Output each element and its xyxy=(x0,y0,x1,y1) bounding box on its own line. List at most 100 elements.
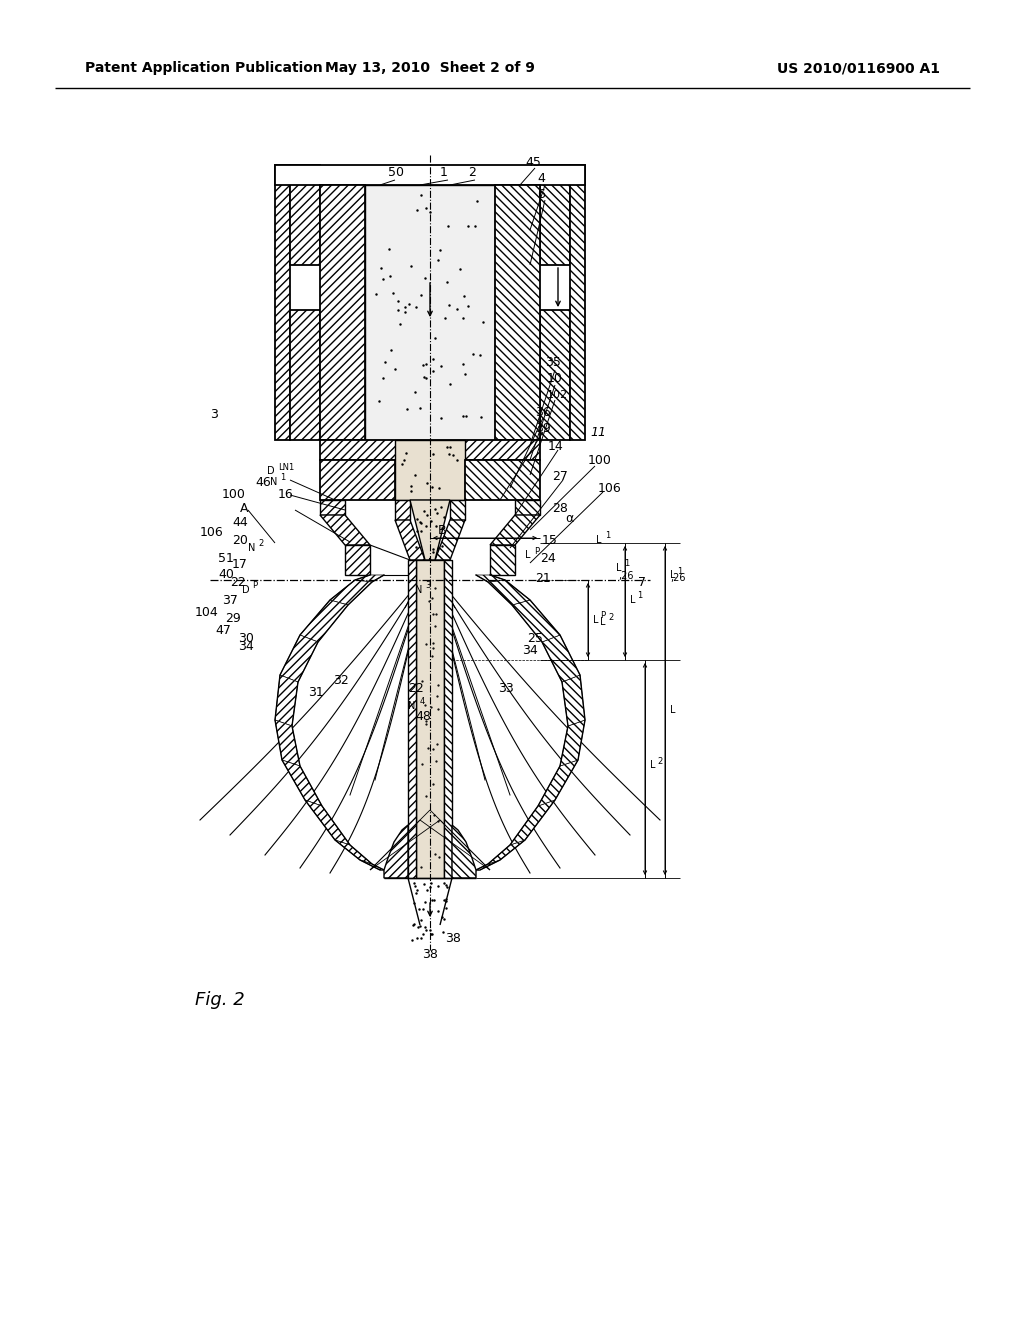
Text: N: N xyxy=(408,701,416,711)
Text: 1: 1 xyxy=(677,566,682,576)
Polygon shape xyxy=(384,825,408,878)
Polygon shape xyxy=(395,500,410,520)
Text: 24: 24 xyxy=(540,552,556,565)
Polygon shape xyxy=(319,185,365,440)
Text: 50: 50 xyxy=(388,166,404,180)
Polygon shape xyxy=(319,515,370,545)
Polygon shape xyxy=(435,520,465,560)
Text: May 13, 2010  Sheet 2 of 9: May 13, 2010 Sheet 2 of 9 xyxy=(325,61,535,75)
Text: 1: 1 xyxy=(637,591,642,601)
Text: A: A xyxy=(240,502,249,515)
Text: 45: 45 xyxy=(525,156,541,169)
Text: 6: 6 xyxy=(537,189,545,202)
Text: 35: 35 xyxy=(545,356,561,370)
Text: 51: 51 xyxy=(218,552,233,565)
Text: ,26: ,26 xyxy=(618,572,634,581)
Polygon shape xyxy=(319,500,345,515)
Text: 4: 4 xyxy=(420,697,425,706)
Text: ,26: ,26 xyxy=(670,573,685,583)
Text: P: P xyxy=(534,546,539,556)
Text: 1: 1 xyxy=(440,166,447,180)
Polygon shape xyxy=(360,861,388,873)
Text: P: P xyxy=(600,611,605,620)
Text: 38: 38 xyxy=(422,949,438,961)
Text: 14: 14 xyxy=(548,441,564,454)
Polygon shape xyxy=(452,825,476,878)
Text: 2: 2 xyxy=(608,614,613,623)
Text: L: L xyxy=(670,570,676,579)
Text: 25: 25 xyxy=(527,631,543,644)
Text: 34: 34 xyxy=(238,639,254,652)
Polygon shape xyxy=(512,601,560,642)
Text: P: P xyxy=(252,582,257,590)
Polygon shape xyxy=(540,165,570,265)
Text: 34: 34 xyxy=(522,644,538,656)
Text: L: L xyxy=(616,564,622,573)
Text: 38: 38 xyxy=(445,932,461,945)
Text: 4: 4 xyxy=(537,172,545,185)
Text: L: L xyxy=(600,616,605,627)
Polygon shape xyxy=(290,165,319,265)
Polygon shape xyxy=(515,500,540,515)
Text: LN1: LN1 xyxy=(278,462,294,471)
Text: 3: 3 xyxy=(425,582,430,590)
Text: 28: 28 xyxy=(552,502,568,515)
Text: N: N xyxy=(248,543,255,553)
Text: 22: 22 xyxy=(408,681,424,694)
Text: L: L xyxy=(593,615,598,624)
Polygon shape xyxy=(330,579,372,605)
Text: 20: 20 xyxy=(232,533,248,546)
Text: 100: 100 xyxy=(222,488,246,502)
Polygon shape xyxy=(365,185,495,440)
Text: 48: 48 xyxy=(415,710,431,722)
Text: N: N xyxy=(270,477,278,487)
Text: 11: 11 xyxy=(590,425,606,438)
Text: 10: 10 xyxy=(547,371,563,384)
Text: D: D xyxy=(242,585,250,595)
Text: 36: 36 xyxy=(535,407,551,420)
Text: 1: 1 xyxy=(605,532,610,540)
Text: 102: 102 xyxy=(547,389,568,400)
Polygon shape xyxy=(510,800,555,845)
Polygon shape xyxy=(490,545,515,576)
Text: US 2010/0116900 A1: US 2010/0116900 A1 xyxy=(777,61,940,75)
Text: 2: 2 xyxy=(468,166,476,180)
Polygon shape xyxy=(476,576,505,582)
Polygon shape xyxy=(275,165,290,440)
Text: 22: 22 xyxy=(230,576,246,589)
Polygon shape xyxy=(319,459,395,500)
Polygon shape xyxy=(538,760,578,807)
Text: 2: 2 xyxy=(657,756,663,766)
Polygon shape xyxy=(488,579,530,605)
Text: 17: 17 xyxy=(232,558,248,572)
Text: Patent Application Publication: Patent Application Publication xyxy=(85,61,323,75)
Text: 33: 33 xyxy=(498,681,514,694)
Text: 29: 29 xyxy=(225,611,241,624)
Text: L: L xyxy=(596,535,601,545)
Polygon shape xyxy=(335,840,372,865)
Text: 16: 16 xyxy=(278,488,294,502)
Polygon shape xyxy=(355,576,384,582)
Text: 1: 1 xyxy=(624,560,630,569)
Polygon shape xyxy=(488,840,525,865)
Text: 32: 32 xyxy=(333,673,349,686)
Polygon shape xyxy=(465,459,540,500)
Polygon shape xyxy=(416,560,444,878)
Text: 106: 106 xyxy=(598,482,622,495)
Polygon shape xyxy=(395,520,425,560)
Text: D: D xyxy=(267,466,274,477)
Text: 40: 40 xyxy=(218,569,233,582)
Text: 31: 31 xyxy=(308,685,324,698)
Text: 2: 2 xyxy=(258,539,263,548)
Polygon shape xyxy=(450,500,465,520)
Polygon shape xyxy=(562,675,585,726)
Polygon shape xyxy=(275,675,298,726)
Text: Fig. 2: Fig. 2 xyxy=(195,991,245,1008)
Text: 100: 100 xyxy=(588,454,612,467)
Polygon shape xyxy=(408,560,416,878)
Polygon shape xyxy=(290,310,319,440)
Text: L: L xyxy=(630,595,636,605)
Text: 3: 3 xyxy=(210,408,218,421)
Text: 44: 44 xyxy=(232,516,248,528)
Text: L: L xyxy=(525,550,530,560)
